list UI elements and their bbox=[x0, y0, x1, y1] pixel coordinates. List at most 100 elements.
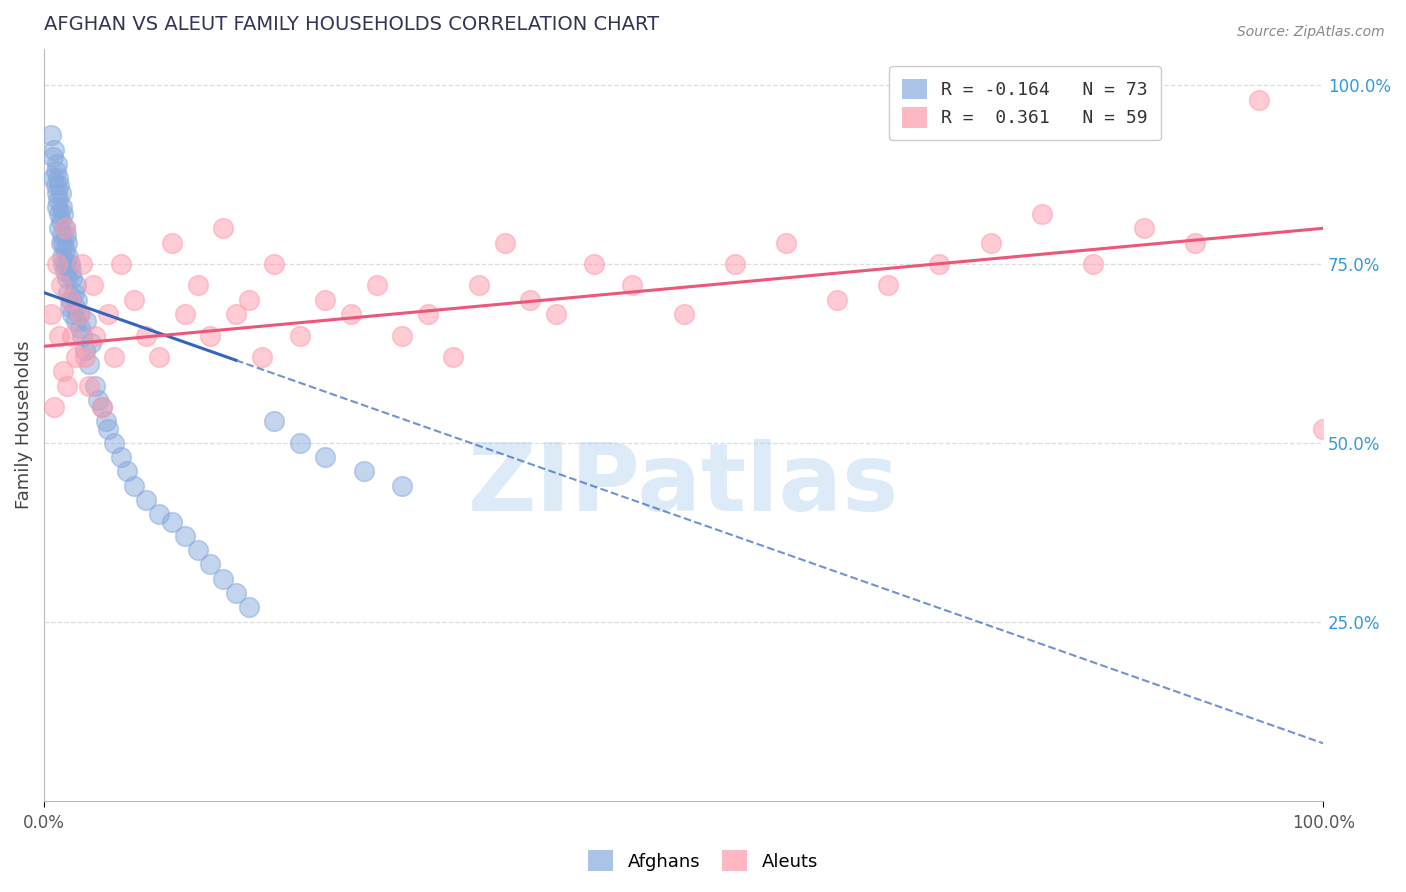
Point bbox=[84, 378, 107, 392]
Text: Source: ZipAtlas.com: Source: ZipAtlas.com bbox=[1237, 25, 1385, 39]
Point bbox=[45, 186, 67, 200]
Point bbox=[173, 307, 195, 321]
Point bbox=[56, 235, 79, 250]
Point bbox=[72, 328, 94, 343]
Point bbox=[441, 350, 464, 364]
Point bbox=[110, 450, 132, 465]
Point bbox=[59, 257, 82, 271]
Point bbox=[59, 264, 82, 278]
Point bbox=[51, 250, 73, 264]
Text: AFGHAN VS ALEUT FAMILY HOUSEHOLDS CORRELATION CHART: AFGHAN VS ALEUT FAMILY HOUSEHOLDS CORREL… bbox=[44, 15, 659, 34]
Point bbox=[46, 193, 69, 207]
Point bbox=[49, 235, 72, 250]
Point bbox=[1133, 221, 1156, 235]
Point bbox=[1249, 93, 1271, 107]
Point bbox=[187, 543, 209, 558]
Point bbox=[66, 293, 89, 307]
Point bbox=[135, 328, 157, 343]
Point bbox=[340, 307, 363, 321]
Point bbox=[63, 300, 86, 314]
Point bbox=[263, 257, 285, 271]
Point bbox=[544, 307, 567, 321]
Point bbox=[200, 328, 222, 343]
Point bbox=[51, 200, 73, 214]
Point bbox=[45, 178, 67, 193]
Point bbox=[53, 243, 76, 257]
Point bbox=[90, 400, 112, 414]
Point bbox=[97, 421, 120, 435]
Point bbox=[58, 250, 80, 264]
Point bbox=[315, 450, 337, 465]
Point bbox=[60, 271, 83, 285]
Point bbox=[263, 414, 285, 428]
Point bbox=[80, 335, 103, 350]
Text: ZIPatlas: ZIPatlas bbox=[468, 439, 900, 531]
Point bbox=[315, 293, 337, 307]
Point bbox=[42, 171, 65, 186]
Point bbox=[53, 264, 76, 278]
Point bbox=[69, 307, 91, 321]
Point bbox=[65, 314, 87, 328]
Point bbox=[519, 293, 541, 307]
Point bbox=[65, 350, 87, 364]
Point bbox=[212, 572, 235, 586]
Point bbox=[1312, 421, 1334, 435]
Point bbox=[59, 293, 82, 307]
Point bbox=[122, 293, 145, 307]
Point bbox=[77, 357, 100, 371]
Point bbox=[122, 479, 145, 493]
Point bbox=[44, 400, 66, 414]
Point bbox=[49, 214, 72, 228]
Point bbox=[250, 350, 273, 364]
Point bbox=[60, 307, 83, 321]
Point bbox=[391, 479, 413, 493]
Point bbox=[55, 228, 77, 243]
Point bbox=[173, 529, 195, 543]
Point bbox=[225, 307, 247, 321]
Point bbox=[117, 465, 139, 479]
Point bbox=[65, 278, 87, 293]
Point bbox=[52, 257, 75, 271]
Point bbox=[52, 235, 75, 250]
Point bbox=[69, 321, 91, 335]
Point bbox=[48, 178, 70, 193]
Point bbox=[82, 278, 104, 293]
Point bbox=[59, 293, 82, 307]
Point bbox=[73, 343, 96, 357]
Point bbox=[45, 157, 67, 171]
Point bbox=[97, 307, 120, 321]
Point bbox=[56, 378, 79, 392]
Point bbox=[621, 278, 644, 293]
Point bbox=[135, 493, 157, 508]
Point bbox=[52, 207, 75, 221]
Point bbox=[45, 200, 67, 214]
Legend: R = -0.164   N = 73, R =  0.361   N = 59: R = -0.164 N = 73, R = 0.361 N = 59 bbox=[889, 66, 1160, 140]
Point bbox=[62, 285, 84, 300]
Legend: Afghans, Aleuts: Afghans, Aleuts bbox=[581, 843, 825, 879]
Point bbox=[288, 328, 311, 343]
Point bbox=[49, 186, 72, 200]
Point bbox=[1184, 235, 1206, 250]
Point bbox=[416, 307, 439, 321]
Point bbox=[160, 515, 183, 529]
Point bbox=[56, 271, 79, 285]
Point bbox=[87, 392, 110, 407]
Point bbox=[60, 328, 83, 343]
Point bbox=[94, 414, 117, 428]
Point bbox=[67, 307, 90, 321]
Point bbox=[353, 465, 375, 479]
Point bbox=[90, 400, 112, 414]
Point bbox=[724, 257, 747, 271]
Point bbox=[200, 558, 222, 572]
Point bbox=[1081, 257, 1104, 271]
Point bbox=[583, 257, 606, 271]
Point bbox=[366, 278, 388, 293]
Point bbox=[39, 307, 62, 321]
Point bbox=[980, 235, 1002, 250]
Point bbox=[48, 328, 70, 343]
Point bbox=[103, 435, 125, 450]
Point bbox=[49, 278, 72, 293]
Point bbox=[46, 171, 69, 186]
Point bbox=[148, 508, 170, 522]
Point bbox=[187, 278, 209, 293]
